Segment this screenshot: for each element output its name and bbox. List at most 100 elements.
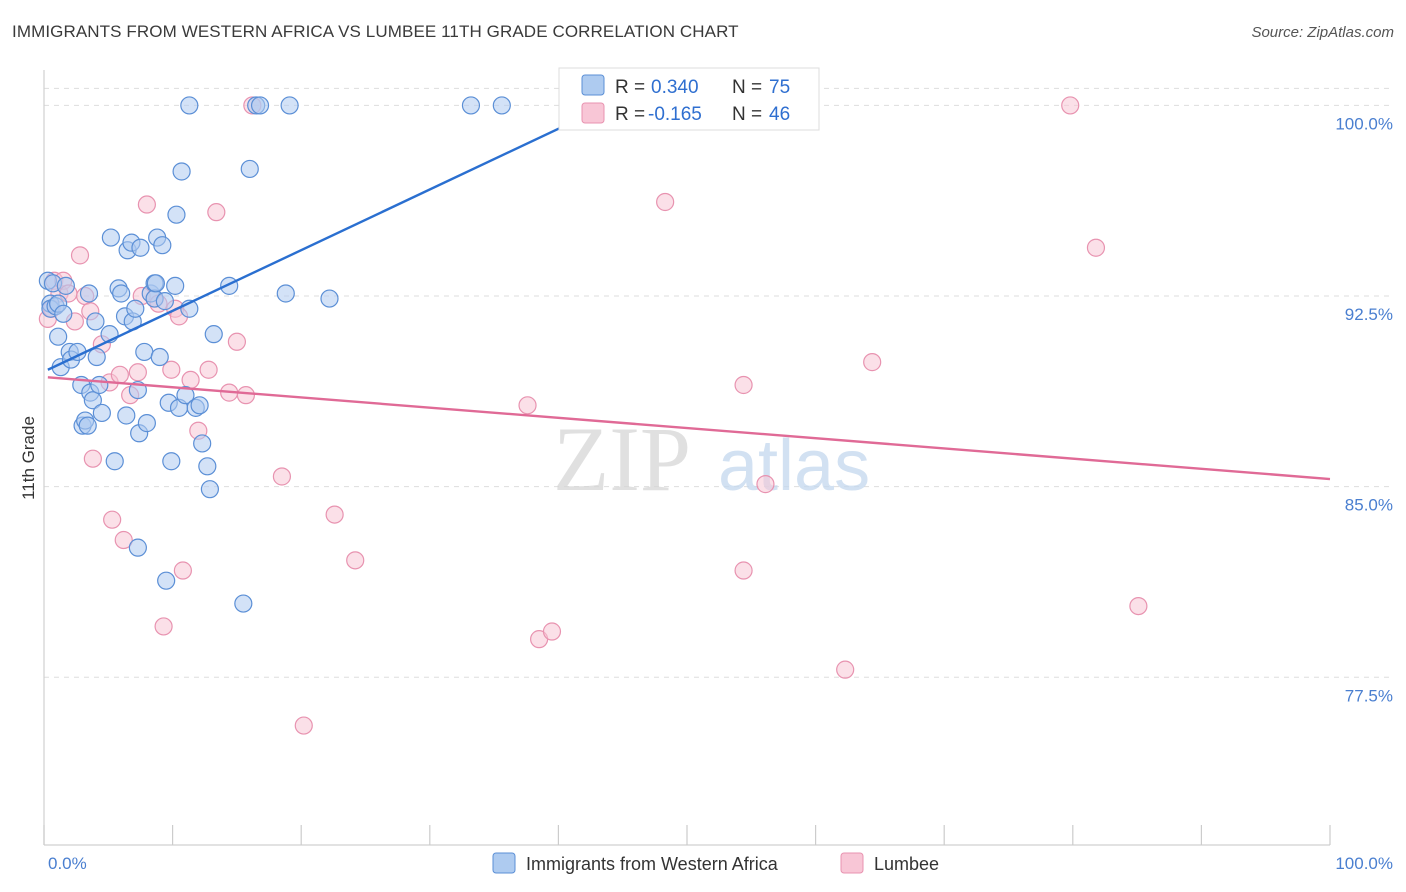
trend-line-western-africa [47,124,566,371]
chart-title: IMMIGRANTS FROM WESTERN AFRICA VS LUMBEE… [12,22,739,41]
y-tick-label: 100.0% [1335,114,1393,133]
watermark-zip: ZIP [553,408,691,510]
lumbee-point [114,530,133,550]
y-tick-label: 85.0% [1345,496,1393,515]
lumbee-point [128,363,147,382]
western-africa-point [105,452,124,471]
western-africa-point [83,391,102,410]
western-africa-point [157,571,176,590]
lumbee-point [1129,596,1148,616]
y-axis-label: 11th Grade [19,416,38,500]
y-tick-label: 77.5% [1345,686,1393,705]
western-africa-point [280,96,299,115]
lumbee-point [542,622,562,641]
stats-legend: R = 0.340 N = 75 R = -0.165 N = 46 [558,67,820,131]
western-africa-point [180,96,199,115]
legend-swatch-blue [581,74,605,96]
bottom-legend-swatch-pink [840,852,864,874]
lumbee-point [227,332,246,351]
legend-swatch-pink [581,102,605,124]
lumbee-point [137,195,156,214]
western-africa-point [198,457,217,476]
western-africa-point [492,96,511,115]
lumbee-point [1061,96,1080,115]
series-legend: Immigrants from Western Africa Lumbee [492,852,939,874]
lumbee-point [162,360,181,379]
bottom-legend-label-lumbee: Lumbee [874,854,939,874]
lumbee-point [207,203,226,222]
western-africa-point [90,375,109,395]
lumbee-point [236,386,256,405]
legend-r-value-2: -0.165 [648,104,702,125]
lumbee-point [734,375,753,395]
western-africa-point [276,284,295,303]
western-africa-point [153,236,172,255]
western-africa-point [131,238,150,257]
western-africa-point [49,327,68,346]
lumbee-point [734,561,753,580]
western-africa-point [79,284,99,303]
western-africa-point [234,594,253,613]
western-africa-point [250,96,270,115]
lumbee-point [1086,238,1106,257]
lumbee-point [70,246,90,265]
western-africa-point [150,347,169,367]
legend-n-label-1: N = [732,77,762,98]
western-africa-point [240,159,259,179]
legend-n-label-2: N = [732,104,762,125]
western-africa-point [128,538,147,557]
lumbee-point [656,192,675,212]
legend-r-label-2: R = [615,104,645,125]
western-africa-point [54,304,73,323]
lumbee-point [83,449,102,468]
western-africa-point [137,414,156,433]
western-africa-point [101,228,120,247]
lumbee-point [103,510,122,529]
lumbee-point [518,396,537,415]
western-africa-point [155,292,174,311]
lumbee-point [863,353,882,372]
western-africa-point [126,299,145,318]
x-tick-label-min: 0.0% [48,854,87,873]
western-africa-point [166,276,185,295]
bottom-legend-label-western-africa: Immigrants from Western Africa [526,854,779,874]
western-africa-point [112,284,131,303]
lumbee-point [181,370,200,390]
lumbee-point [272,467,292,486]
lumbee-point [325,505,344,524]
trend-line-lumbee [47,376,1331,481]
western-africa-point [320,289,339,308]
lumbee-point [199,360,218,379]
western-africa-point [146,274,165,293]
western-africa-point [56,276,75,295]
y-tick-label: 92.5% [1345,305,1393,324]
western-africa-point [176,386,195,405]
western-africa-point [193,434,212,453]
legend-r-value-1: 0.340 [651,77,699,98]
western-africa-point [135,342,154,362]
western-africa-point [86,312,105,331]
lumbee-point [836,660,855,679]
western-africa-point [461,96,481,115]
western-africa-point [200,480,219,499]
trend-lines [47,124,1331,481]
lumbee-point [294,716,313,735]
western-africa-point [78,416,97,435]
x-axis-ticks [43,825,1331,845]
lumbee-point [756,475,775,494]
lumbee-point [110,365,129,384]
western-africa-point [167,205,186,224]
western-africa-points [38,96,511,613]
western-africa-point [87,347,106,367]
watermark-atlas: atlas [718,426,870,506]
legend-n-value-2: 46 [769,104,790,125]
western-africa-point [92,403,111,423]
lumbee-point [154,617,173,636]
legend-r-label-1: R = [615,77,645,98]
western-africa-point [162,452,181,471]
western-africa-point [172,162,191,181]
bottom-legend-swatch-blue [492,852,516,874]
source-label: Source: ZipAtlas.com [1251,24,1394,41]
legend-n-value-1: 75 [769,77,790,98]
